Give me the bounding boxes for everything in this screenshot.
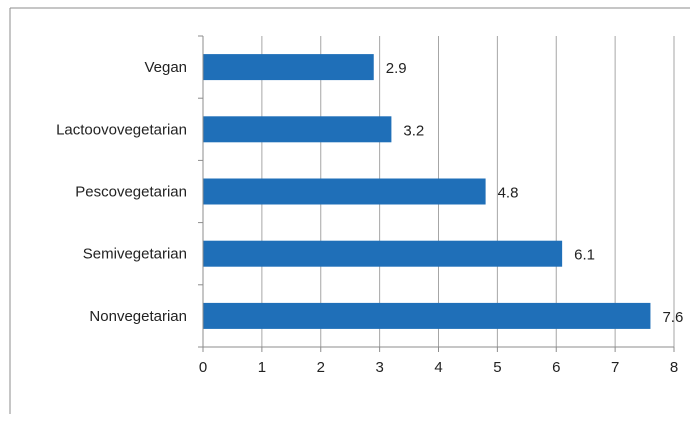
axes <box>198 35 675 352</box>
category-label-lactoovovegetarian: Lactoovovegetarian <box>56 121 187 138</box>
x-tick-label-8: 8 <box>670 359 678 376</box>
value-label-lactoovovegetarian: 3.2 <box>403 122 424 139</box>
x-tick-label-7: 7 <box>611 359 619 376</box>
chart-border <box>9 7 690 414</box>
value-label-vegan: 2.9 <box>386 60 407 77</box>
x-tick-label-5: 5 <box>493 359 501 376</box>
value-label-semivegetarian: 6.1 <box>574 247 595 264</box>
bar-pescovegetarian <box>203 178 486 205</box>
bar-lactoovovegetarian <box>203 116 392 143</box>
category-label-nonvegetarian: Nonvegetarian <box>89 308 187 325</box>
x-tick-label-3: 3 <box>375 359 383 376</box>
value-label-nonvegetarian: 7.6 <box>662 309 683 326</box>
value-label-pescovegetarian: 4.8 <box>498 185 519 202</box>
x-tick-label-4: 4 <box>434 359 442 376</box>
category-label-semivegetarian: Semivegetarian <box>83 246 187 263</box>
category-label-pescovegetarian: Pescovegetarian <box>75 184 187 201</box>
bar-nonvegetarian <box>203 302 651 329</box>
labels: Vegan 2.9 Lactoovovegetarian 3.2 Pescovegeta… <box>56 59 683 376</box>
x-tick-label-6: 6 <box>552 359 560 376</box>
bar-vegan <box>203 54 374 81</box>
x-tick-label-2: 2 <box>317 359 325 376</box>
category-label-vegan: Vegan <box>144 59 187 76</box>
bars <box>203 54 651 329</box>
bar-semivegetarian <box>203 240 563 267</box>
x-tick-label-1: 1 <box>258 359 266 376</box>
x-tick-label-0: 0 <box>199 359 207 376</box>
